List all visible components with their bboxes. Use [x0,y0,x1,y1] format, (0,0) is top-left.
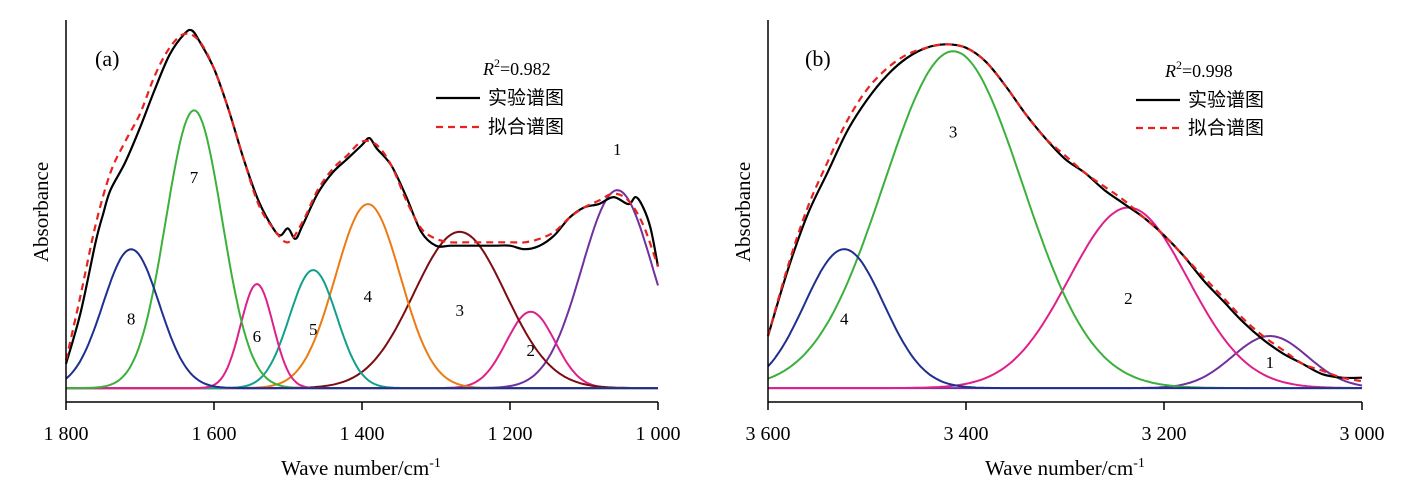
panel-a-legend-fit-label: 拟合谱图 [488,116,564,138]
panel-a-r2-sup: 2 [494,56,500,70]
panel-b-xlabel: Wave number/cm-1 [985,456,1145,480]
panel-b-r2: R2=0.998 [1164,58,1233,81]
panel-b-xlabel-sup: -1 [1133,456,1145,471]
panel-a-component-label-3: 3 [455,301,464,320]
panel-a-xlabel-text: Wave number/cm [281,456,429,480]
panel-a-ylabel: Absorbance [29,162,53,262]
panel-a-tag: (a) [95,46,119,71]
panel-a-component-label-1: 1 [613,140,622,159]
panel-b-component-4 [767,248,1362,390]
panel-a-component-4 [66,203,658,390]
panel-a-curves [64,28,660,365]
panel-a-x-tick-label: 1 800 [44,423,89,445]
panel-a-x-tick-label: 1 000 [636,423,681,445]
panel-a-r2-symbol: R [482,59,494,79]
panel-a-legend-exp-label: 实验谱图 [488,87,564,109]
panel-b-component-label-3: 3 [949,123,958,142]
panel-a-r2-value: =0.982 [500,59,551,79]
panel-b-component-label-2: 2 [1124,289,1133,308]
panel-a-components: 1 2 3 4 5 6 7 8 [65,109,659,390]
panel-a-xlabel: Wave number/cm-1 [281,456,441,480]
panel-b-x-tick-label: 3 000 [1340,423,1385,445]
panel-a-xlabel-sup: -1 [429,456,441,471]
panel-a-component-2 [66,310,658,390]
panel-a-fitted-line [64,32,660,361]
panel-a-x-tick-label: 1 600 [192,423,237,445]
panel-b-r2-sup: 2 [1176,58,1182,72]
panel-a-axes: 1 800 1 600 1 400 1 200 1 000 [44,20,681,445]
panel-b-r2-value: =0.998 [1182,61,1233,81]
panel-b-component-label-4: 4 [840,310,849,329]
panel-b-component-label-1: 1 [1266,353,1275,372]
panel-a-x-tick-label: 1 400 [340,423,385,445]
panel-b-fitted-line [766,43,1363,383]
panel-a-r2: R2=0.982 [482,56,551,79]
panel-b-r2-symbol: R [1164,61,1176,81]
panel-b-x-tick-label: 3 400 [944,423,989,445]
panel-b-x-tick-label: 3 200 [1142,423,1187,445]
panel-a-component-label-4: 4 [364,287,373,306]
panel-a-component-8 [65,248,658,390]
panel-b-legend-fit-label: 拟合谱图 [1188,117,1264,139]
panel-b-component-3 [767,50,1362,390]
panel-a-legend: 实验谱图 拟合谱图 [436,87,564,138]
panel-b-axes: 3 600 3 400 3 200 3 000 [746,20,1385,445]
panel-a-component-label-2: 2 [526,341,535,360]
panel-b-xlabel-text: Wave number/cm [985,456,1133,480]
panel-b-x-tick-label: 3 600 [746,423,791,445]
panel-b-legend-exp-label: 实验谱图 [1188,89,1264,111]
panel-b-curves [766,43,1363,383]
panel-a-x-tick-label: 1 200 [488,423,533,445]
panel-a: 1 2 3 4 5 6 7 8 1 800 1 600 1 400 1 200 1 000 (a) R… [29,20,681,480]
panel-a-component-7 [66,109,658,390]
panel-a-component-label-5: 5 [309,320,318,339]
panel-b-tag: (b) [805,46,831,71]
panel-a-experimental-line [64,28,660,365]
panel-b-legend: 实验谱图 拟合谱图 [1136,89,1264,139]
panel-b-component-2 [768,206,1362,390]
panel-a-component-label-8: 8 [127,310,136,329]
panel-a-component-label-7: 7 [190,168,199,187]
panel-b-experimental-line [766,43,1363,380]
panel-a-component-label-6: 6 [253,327,262,346]
panel-b-components: 1 2 3 4 [767,50,1363,390]
panel-b-ylabel: Absorbance [731,162,755,262]
